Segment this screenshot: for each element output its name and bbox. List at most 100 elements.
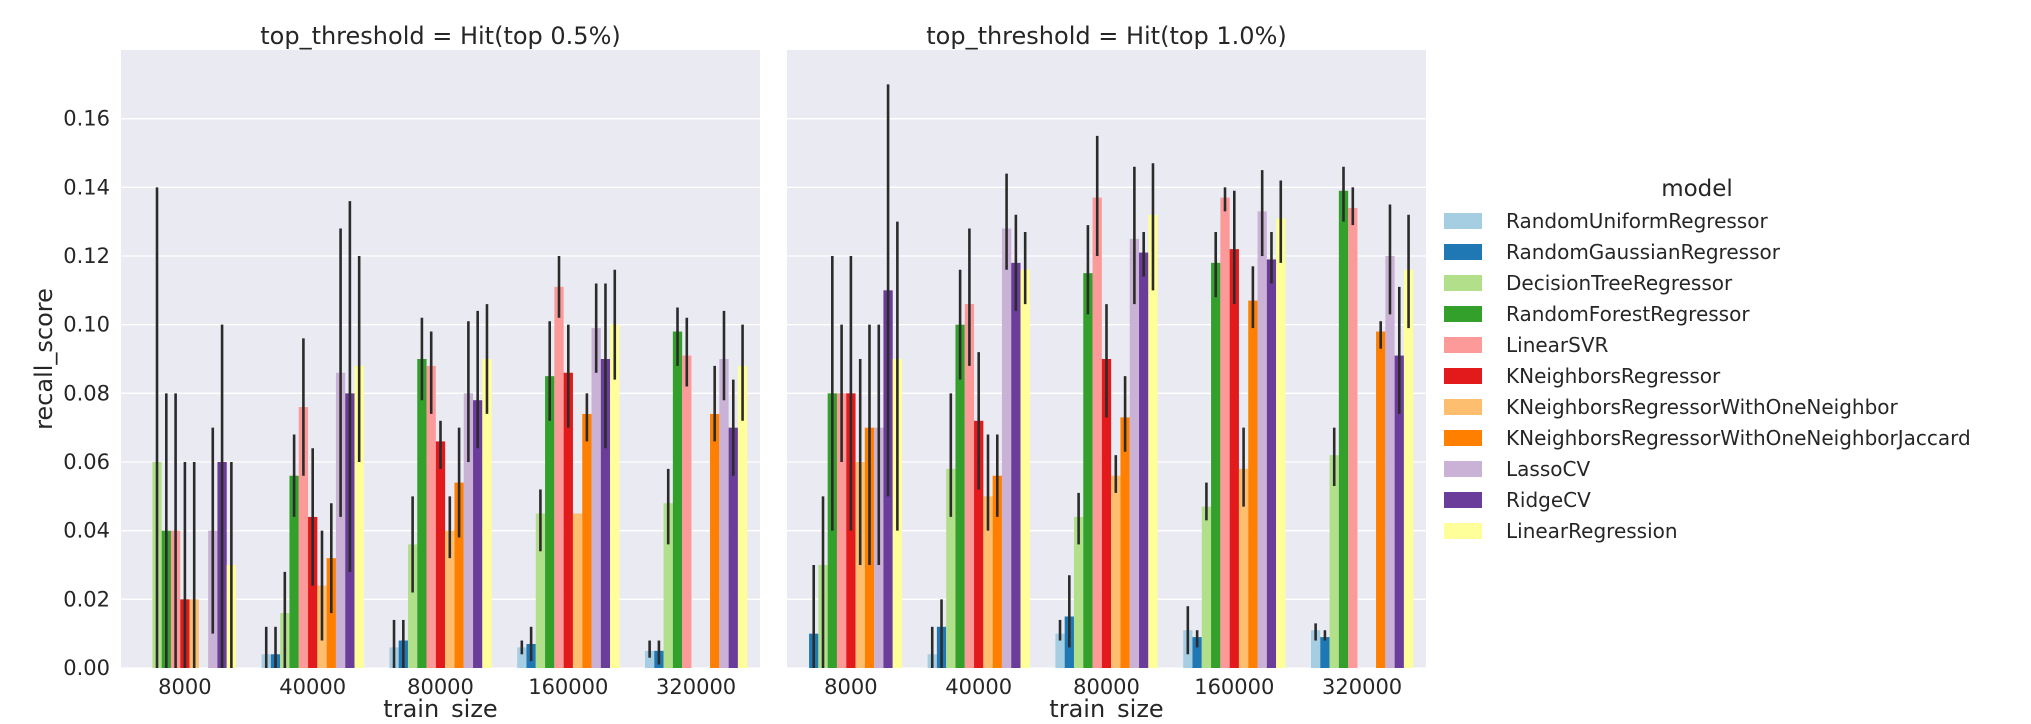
x-tick-label: 8000: [824, 675, 877, 699]
bar-160000-RandomUniformRegressor: [517, 647, 527, 668]
bar-320000-LinearSVR: [682, 355, 692, 668]
legend-item: LinearSVR: [1444, 333, 1609, 357]
x-tick-label: 40000: [279, 675, 346, 699]
legend-swatch: [1444, 430, 1482, 446]
bar-160000-DecisionTreeRegressor: [1201, 506, 1212, 668]
legend-item: LinearRegression: [1444, 519, 1678, 543]
legend-item: KNeighborsRegressorWithOneNeighborJaccar…: [1444, 426, 1971, 450]
bar-320000-DecisionTreeRegressor: [1329, 455, 1339, 668]
legend-item: RandomUniformRegressor: [1444, 209, 1768, 233]
bar-80000-RandomForestRegressor: [1083, 273, 1093, 668]
x-tick-label: 320000: [1322, 675, 1402, 699]
bar-80000-KNeighborsRegressor: [1101, 359, 1112, 668]
bar-80000-RandomUniformRegressor: [1055, 633, 1065, 668]
x-tick-label: 160000: [528, 675, 608, 699]
x-tick-label: 160000: [1194, 675, 1274, 699]
bar-80000-KNeighborsRegressorWithOneNeighborJaccard: [454, 482, 464, 668]
legend-swatch: [1444, 337, 1482, 353]
bar-80000-LassoCV: [1129, 238, 1140, 669]
bar-80000-DecisionTreeRegressor: [407, 544, 418, 668]
bar-320000-LinearRegression: [737, 365, 748, 668]
x-tick-label: 80000: [1073, 675, 1140, 699]
bar-80000-LinearSVR: [426, 365, 436, 668]
bar-40000-LassoCV: [1001, 228, 1012, 669]
bar-160000-LinearRegression: [610, 324, 620, 668]
legend-item: RidgeCV: [1444, 488, 1591, 512]
x-axis-title: train_size: [383, 695, 497, 720]
bar-8000-LinearSVR: [836, 393, 847, 668]
bar-80000-DecisionTreeRegressor: [1073, 516, 1084, 668]
bar-160000-RandomGaussianRegressor: [1192, 637, 1202, 668]
bar-80000-KNeighborsRegressorWithOneNeighborJaccard: [1120, 417, 1130, 668]
legend-label: RidgeCV: [1506, 488, 1591, 512]
legend-item: RandomGaussianRegressor: [1444, 240, 1781, 264]
bar-160000-RidgeCV: [600, 359, 611, 668]
bar-320000-RandomUniformRegressor: [644, 650, 655, 668]
bar-80000-RidgeCV: [473, 400, 483, 668]
legend-swatch: [1444, 244, 1482, 260]
legend-label: KNeighborsRegressorWithOneNeighbor: [1506, 395, 1899, 419]
bar-160000-DecisionTreeRegressor: [535, 513, 546, 668]
bar-160000-RidgeCV: [1266, 259, 1277, 668]
bar-160000-LassoCV: [591, 328, 601, 668]
legend-title: model: [1661, 176, 1733, 202]
legend-swatch: [1444, 492, 1482, 508]
legend-item: RandomForestRegressor: [1444, 302, 1750, 326]
panel-title: top_threshold = Hit(top 1.0%): [926, 22, 1287, 50]
bar-320000-DecisionTreeRegressor: [663, 503, 673, 668]
x-tick-label: 80000: [407, 675, 474, 699]
y-tick-label: 0.02: [63, 587, 110, 611]
bar-320000-LassoCV: [719, 359, 729, 668]
legend-item: DecisionTreeRegressor: [1444, 271, 1733, 295]
bar-40000-KNeighborsRegressor: [308, 516, 318, 668]
legend-label: KNeighborsRegressor: [1506, 364, 1721, 388]
bar-40000-RandomForestRegressor: [289, 475, 299, 668]
bar-80000-KNeighborsRegressorWithOneNeighbor: [1111, 475, 1121, 668]
bar-80000-RidgeCV: [1139, 252, 1149, 669]
legend-swatch: [1444, 399, 1482, 415]
legend-label: RandomUniformRegressor: [1506, 209, 1768, 233]
bar-320000-RandomForestRegressor: [672, 331, 683, 668]
bar-160000-RandomForestRegressor: [545, 376, 555, 668]
y-tick-label: 0.10: [63, 313, 110, 337]
legend-swatch: [1444, 306, 1482, 322]
bar-40000-LinearRegression: [1020, 269, 1030, 668]
bar-320000-LassoCV: [1385, 256, 1395, 668]
legend: model RandomUniformRegressor RandomGaussia…: [1444, 176, 1971, 543]
bar-160000-KNeighborsRegressorWithOneNeighbor: [1238, 468, 1249, 668]
bar-80000-RandomForestRegressor: [417, 359, 427, 668]
panel-2: top_threshold = Hit(top 1.0%) 8000 40000 80…: [787, 22, 1426, 723]
y-tick-label: 0.04: [63, 519, 110, 543]
bar-40000-DecisionTreeRegressor: [946, 468, 956, 668]
legend-swatch: [1444, 461, 1482, 477]
legend-item: KNeighborsRegressorWithOneNeighbor: [1444, 395, 1899, 419]
bar-320000-LinearSVR: [1348, 207, 1358, 668]
bar-320000-RandomGaussianRegressor: [1320, 637, 1330, 668]
legend-label: RandomGaussianRegressor: [1506, 240, 1781, 264]
bar-80000-KNeighborsRegressor: [435, 441, 446, 668]
bar-40000-LinearRegression: [354, 365, 364, 668]
legend-swatch: [1444, 523, 1482, 539]
bar-160000-LassoCV: [1257, 211, 1267, 668]
bar-320000-RidgeCV: [1394, 355, 1404, 668]
bar-40000-KNeighborsRegressorWithOneNeighbor: [983, 496, 993, 668]
bar-40000-RidgeCV: [1011, 262, 1021, 668]
y-tick-label: 0.12: [63, 244, 110, 268]
y-tick-label: 0.08: [63, 381, 110, 405]
bar-80000-LinearSVR: [1092, 197, 1102, 668]
legend-item: LassoCV: [1444, 457, 1590, 481]
bar-80000-KNeighborsRegressorWithOneNeighbor: [445, 530, 455, 668]
bar-160000-KNeighborsRegressorWithOneNeighbor: [572, 513, 583, 668]
panel-1: top_threshold = Hit(top 0.5%) 8000 40000 80…: [121, 22, 760, 723]
bar-40000-LinearSVR: [964, 304, 975, 668]
y-tick-label: 0.16: [63, 107, 110, 131]
y-axis-title: recall_score: [30, 288, 58, 430]
x-tick-label: 8000: [158, 675, 211, 699]
legend-label: LinearRegression: [1506, 519, 1678, 543]
legend-swatch: [1444, 213, 1482, 229]
legend-swatch: [1444, 275, 1482, 291]
bar-40000-LinearSVR: [298, 407, 309, 668]
bar-160000-LinearSVR: [554, 286, 564, 668]
